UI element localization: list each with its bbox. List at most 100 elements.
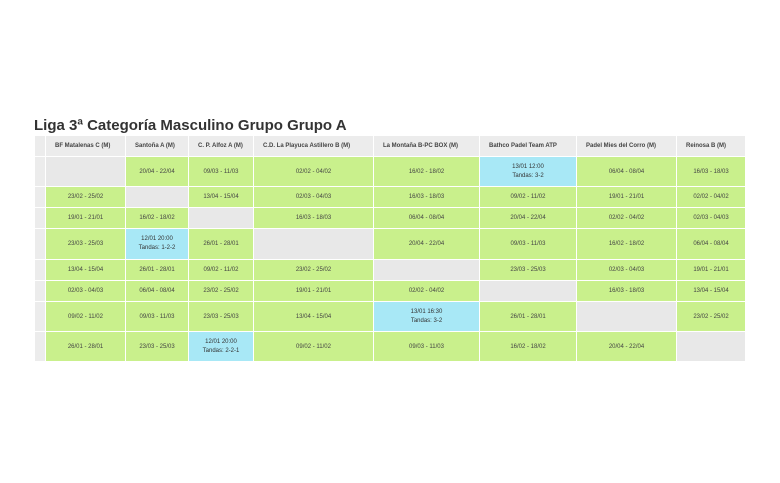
match-date-cell[interactable]: 16/02 - 18/02 — [373, 156, 480, 187]
column-header[interactable]: Reinosa B (M) — [676, 135, 746, 157]
table-row: 13/04 - 15/04 26/01 - 28/01 09/02 - 11/02 2… — [34, 259, 746, 281]
table-row: 23/02 - 25/02 13/04 - 15/04 02/03 - 04/03 1… — [34, 186, 746, 208]
empty-cell — [45, 156, 126, 187]
match-result-cell[interactable]: 12/01 20:00 Tandas: 1-2-2 — [125, 228, 189, 260]
empty-cell — [125, 186, 189, 208]
table-row: 19/01 - 21/01 16/02 - 18/02 16/03 - 18/03 0… — [34, 207, 746, 229]
match-date-cell[interactable]: 13/04 - 15/04 — [676, 280, 746, 302]
row-header-cell — [34, 228, 46, 260]
column-header[interactable]: Padel Mies del Corro (M) — [576, 135, 677, 157]
match-date-cell[interactable]: 20/04 - 22/04 — [576, 331, 677, 362]
match-score: Tandas: 2-2-1 — [202, 347, 240, 354]
match-date-cell[interactable]: 20/04 - 22/04 — [125, 156, 189, 187]
match-date-cell[interactable]: 19/01 - 21/01 — [253, 280, 374, 302]
row-header-cell — [34, 259, 46, 281]
empty-cell — [373, 259, 480, 281]
match-date-cell[interactable]: 16/02 - 18/02 — [479, 331, 577, 362]
table-row: 26/01 - 28/01 23/03 - 25/03 12/01 20:00 Tan… — [34, 331, 746, 362]
match-result-cell[interactable]: 12/01 20:00 Tandas: 2-2-1 — [188, 331, 254, 362]
match-date-cell[interactable]: 26/01 - 28/01 — [45, 331, 126, 362]
row-header-cell — [34, 156, 46, 187]
match-datetime: 12/01 20:00 — [141, 236, 173, 242]
match-datetime: 12/01 20:00 — [205, 338, 237, 345]
match-date-cell[interactable]: 16/02 - 18/02 — [125, 207, 189, 229]
header-row: BF Matalenas C (M) Santoña A (M) C. P. A… — [34, 135, 746, 157]
match-result-cell[interactable]: 13/01 16:30 Tandas: 3-2 — [373, 301, 480, 332]
corner-cell — [34, 135, 46, 157]
column-header[interactable]: La Montaña B-PC BOX (M) — [373, 135, 480, 157]
match-date-cell[interactable]: 19/01 - 21/01 — [676, 259, 746, 281]
match-date-cell[interactable]: 23/03 - 25/03 — [188, 301, 254, 332]
match-date-cell[interactable]: 16/02 - 18/02 — [576, 228, 677, 260]
match-datetime: 13/01 12:00 — [512, 163, 544, 170]
row-header-cell — [34, 186, 46, 208]
match-date-cell[interactable]: 02/02 - 04/02 — [373, 280, 480, 302]
match-date-cell[interactable]: 20/04 - 22/04 — [373, 228, 480, 260]
empty-cell — [676, 331, 746, 362]
empty-cell — [188, 207, 254, 229]
match-date-cell[interactable]: 23/02 - 25/02 — [253, 259, 374, 281]
match-date-cell[interactable]: 26/01 - 28/01 — [188, 228, 254, 260]
match-date-cell[interactable]: 23/02 - 25/02 — [188, 280, 254, 302]
empty-cell — [576, 301, 677, 332]
match-date-cell[interactable]: 23/02 - 25/02 — [45, 186, 126, 208]
column-header[interactable]: BF Matalenas C (M) — [45, 135, 126, 157]
match-date-cell[interactable]: 02/02 - 04/02 — [576, 207, 677, 229]
match-date-cell[interactable]: 02/03 - 04/03 — [253, 186, 374, 208]
row-header-cell — [34, 301, 46, 332]
match-score: Tandas: 3-2 — [512, 172, 544, 179]
match-date-cell[interactable]: 09/03 - 11/03 — [479, 228, 577, 260]
match-date-cell[interactable]: 02/02 - 04/02 — [253, 156, 374, 187]
match-date-cell[interactable]: 09/02 - 11/02 — [45, 301, 126, 332]
match-date-cell[interactable]: 06/04 - 08/04 — [576, 156, 677, 187]
match-date-cell[interactable]: 06/04 - 08/04 — [676, 228, 746, 260]
match-date-cell[interactable]: 02/02 - 04/02 — [676, 186, 746, 208]
match-date-cell[interactable]: 26/01 - 28/01 — [479, 301, 577, 332]
match-date-cell[interactable]: 20/04 - 22/04 — [479, 207, 577, 229]
column-header[interactable]: C. P. Alfoz A (M) — [188, 135, 254, 157]
league-schedule-table: BF Matalenas C (M) Santoña A (M) C. P. A… — [34, 135, 746, 362]
match-date-cell[interactable]: 16/03 - 18/03 — [253, 207, 374, 229]
match-date-cell[interactable]: 19/01 - 21/01 — [576, 186, 677, 208]
match-date-cell[interactable]: 13/04 - 15/04 — [188, 186, 254, 208]
column-header[interactable]: Bathco Padel Team ATP — [479, 135, 577, 157]
match-date-cell[interactable]: 16/03 - 18/03 — [373, 186, 480, 208]
match-result-cell[interactable]: 13/01 12:00 Tandas: 3-2 — [479, 156, 577, 187]
match-date-cell[interactable]: 02/03 - 04/03 — [45, 280, 126, 302]
table-body: 20/04 - 22/04 09/03 - 11/03 02/02 - 04/02 1… — [34, 156, 746, 362]
match-datetime: 13/01 16:30 — [410, 308, 443, 315]
match-date-cell[interactable]: 09/03 - 11/03 — [125, 301, 189, 332]
match-date-cell[interactable]: 23/03 - 25/03 — [479, 259, 577, 281]
match-date-cell[interactable]: 06/04 - 08/04 — [373, 207, 480, 229]
match-date-cell[interactable]: 13/04 - 15/04 — [253, 301, 374, 332]
match-date-cell[interactable]: 23/03 - 25/03 — [125, 331, 189, 362]
row-header-cell — [34, 331, 46, 362]
match-date-cell[interactable]: 16/03 - 18/03 — [676, 156, 746, 187]
match-date-cell[interactable]: 09/02 - 11/02 — [188, 259, 254, 281]
match-date-cell[interactable]: 09/02 - 11/02 — [253, 331, 374, 362]
match-date-cell[interactable]: 13/04 - 15/04 — [45, 259, 126, 281]
table-row: 09/02 - 11/02 09/03 - 11/03 23/03 - 25/03 1… — [34, 301, 746, 332]
match-date-cell[interactable]: 23/03 - 25/03 — [45, 228, 126, 260]
column-header[interactable]: Santoña A (M) — [125, 135, 189, 157]
match-date-cell[interactable]: 09/02 - 11/02 — [479, 186, 577, 208]
match-date-cell[interactable]: 26/01 - 28/01 — [125, 259, 189, 281]
match-date-cell[interactable]: 09/03 - 11/03 — [188, 156, 254, 187]
match-date-cell[interactable]: 19/01 - 21/01 — [45, 207, 126, 229]
empty-cell — [253, 228, 374, 260]
match-date-cell[interactable]: 02/03 - 04/03 — [576, 259, 677, 281]
match-date-cell[interactable]: 09/03 - 11/03 — [373, 331, 480, 362]
page-title: Liga 3ª Categoría Masculino Grupo Grupo … — [34, 117, 347, 134]
match-score: Tandas: 1-2-2 — [138, 245, 176, 251]
match-score: Tandas: 3-2 — [410, 317, 443, 324]
column-header[interactable]: C.D. La Playuca Astillero B (M) — [253, 135, 374, 157]
match-date-cell[interactable]: 16/03 - 18/03 — [576, 280, 677, 302]
match-date-cell[interactable]: 06/04 - 08/04 — [125, 280, 189, 302]
match-date-cell[interactable]: 02/03 - 04/03 — [676, 207, 746, 229]
table-row: 02/03 - 04/03 06/04 - 08/04 23/02 - 25/02 1… — [34, 280, 746, 302]
row-header-cell — [34, 207, 46, 229]
match-date-cell[interactable]: 23/02 - 25/02 — [676, 301, 746, 332]
table-row: 20/04 - 22/04 09/03 - 11/03 02/02 - 04/02 1… — [34, 156, 746, 187]
empty-cell — [479, 280, 577, 302]
row-header-cell — [34, 280, 46, 302]
